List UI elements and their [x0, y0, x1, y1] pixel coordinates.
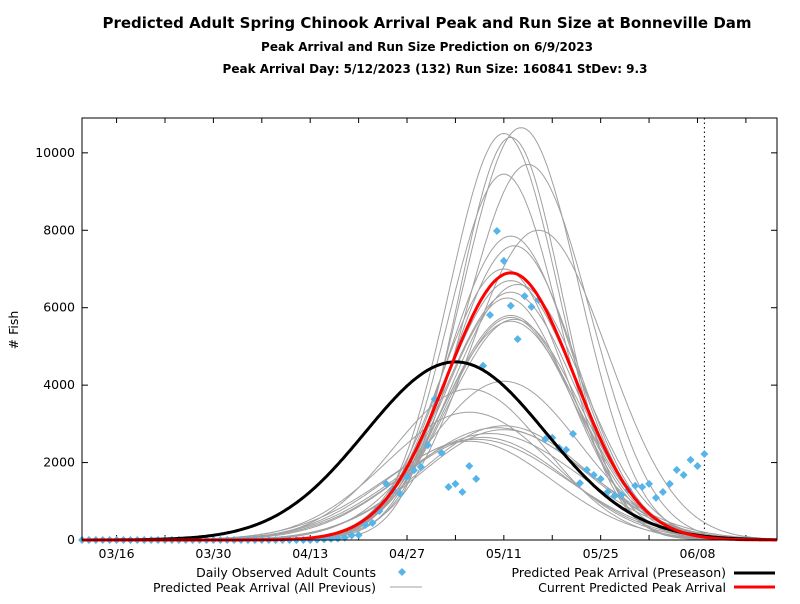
observed-point — [541, 434, 550, 443]
x-tick-label: 04/13 — [292, 546, 328, 561]
observed-point — [444, 482, 453, 491]
x-tick-label: 05/11 — [486, 546, 522, 561]
legend-observed-label: Daily Observed Adult Counts — [196, 565, 376, 580]
observed-point — [423, 441, 432, 450]
y-tick-label: 2000 — [43, 455, 75, 470]
observed-point — [492, 227, 501, 236]
y-tick-label: 4000 — [43, 377, 75, 392]
previous-prediction-curve — [82, 283, 777, 541]
previous-prediction-curve — [82, 380, 777, 541]
observed-point — [679, 470, 688, 479]
legend-previous-label: Predicted Peak Arrival (All Previous) — [153, 580, 376, 595]
x-tick-label: 03/16 — [99, 546, 135, 561]
x-tick-label: 06/08 — [679, 546, 715, 561]
observed-point — [686, 455, 695, 464]
previous-prediction-curve — [82, 173, 777, 541]
x-tick-label: 04/27 — [389, 546, 425, 561]
x-tick-label: 03/30 — [195, 546, 231, 561]
observed-point — [596, 474, 605, 483]
y-tick-label: 10000 — [35, 145, 75, 160]
legend-preseason-label: Predicted Peak Arrival (Preseason) — [512, 565, 726, 580]
observed-point — [700, 450, 709, 459]
observed-point — [396, 489, 405, 498]
legend: Daily Observed Adult Counts Predicted Pe… — [153, 565, 775, 595]
chart-title: Predicted Adult Spring Chinook Arrival P… — [102, 14, 751, 32]
observed-point — [486, 311, 495, 320]
observed-point — [416, 462, 425, 471]
observed-point — [437, 448, 446, 457]
observed-point — [361, 520, 370, 529]
previous-prediction-curve — [82, 132, 777, 541]
chart-subtitle-2: Peak Arrival Day: 5/12/2023 (132) Run Si… — [223, 62, 648, 76]
observed-point — [382, 479, 391, 488]
previous-prediction-curve — [82, 235, 777, 541]
observed-point — [326, 534, 335, 543]
plot-border — [81, 117, 778, 541]
observed-point — [693, 462, 702, 471]
observed-point — [513, 335, 522, 344]
previous-prediction-curve — [82, 314, 777, 541]
observed-point — [645, 479, 654, 488]
observed-point — [499, 256, 508, 265]
observed-point — [672, 465, 681, 474]
y-tick-label: 0 — [67, 532, 75, 547]
previous-prediction-curve — [82, 320, 777, 541]
plot-area: 0 2000 4000 6000 8000 10000 03/16 03/30 04/13 04/… — [35, 118, 778, 561]
observed-point — [527, 302, 536, 311]
x-tick-label: 05/25 — [583, 546, 619, 561]
y-tick-label: 6000 — [43, 300, 75, 315]
previous-prediction-curve — [82, 229, 778, 541]
observed-point — [568, 429, 577, 438]
observed-point — [631, 481, 640, 490]
observed-point — [368, 518, 377, 527]
observed-point — [562, 445, 571, 454]
previous-prediction-curve — [82, 136, 777, 541]
observed-point — [589, 470, 598, 479]
observed-point — [651, 493, 660, 502]
observed-point — [472, 474, 481, 483]
observed-point — [520, 292, 529, 301]
legend-current-label: Current Predicted Peak Arrival — [538, 580, 726, 595]
observed-point — [465, 462, 474, 471]
observed-point — [665, 479, 674, 488]
observed-point — [506, 301, 515, 310]
observed-point — [354, 530, 363, 539]
y-tick-label: 8000 — [43, 222, 75, 237]
previous-prediction-curve — [82, 127, 777, 541]
y-axis-label: # Fish — [6, 311, 21, 350]
observed-point — [617, 491, 626, 500]
observed-point — [610, 491, 619, 500]
legend-observed-marker — [398, 568, 406, 576]
preseason-prediction-curve — [82, 360, 777, 542]
observed-point — [451, 479, 460, 488]
previous-prediction-curve — [82, 268, 777, 541]
observed-point — [638, 482, 647, 491]
chart-subtitle: Peak Arrival and Run Size Prediction on … — [261, 40, 593, 54]
observed-point — [458, 487, 467, 496]
observed-point — [403, 472, 412, 481]
observed-point — [658, 487, 667, 496]
observed-point — [575, 479, 584, 488]
observed-point — [347, 531, 356, 540]
observed-point — [409, 466, 418, 475]
observed-point — [582, 465, 591, 474]
